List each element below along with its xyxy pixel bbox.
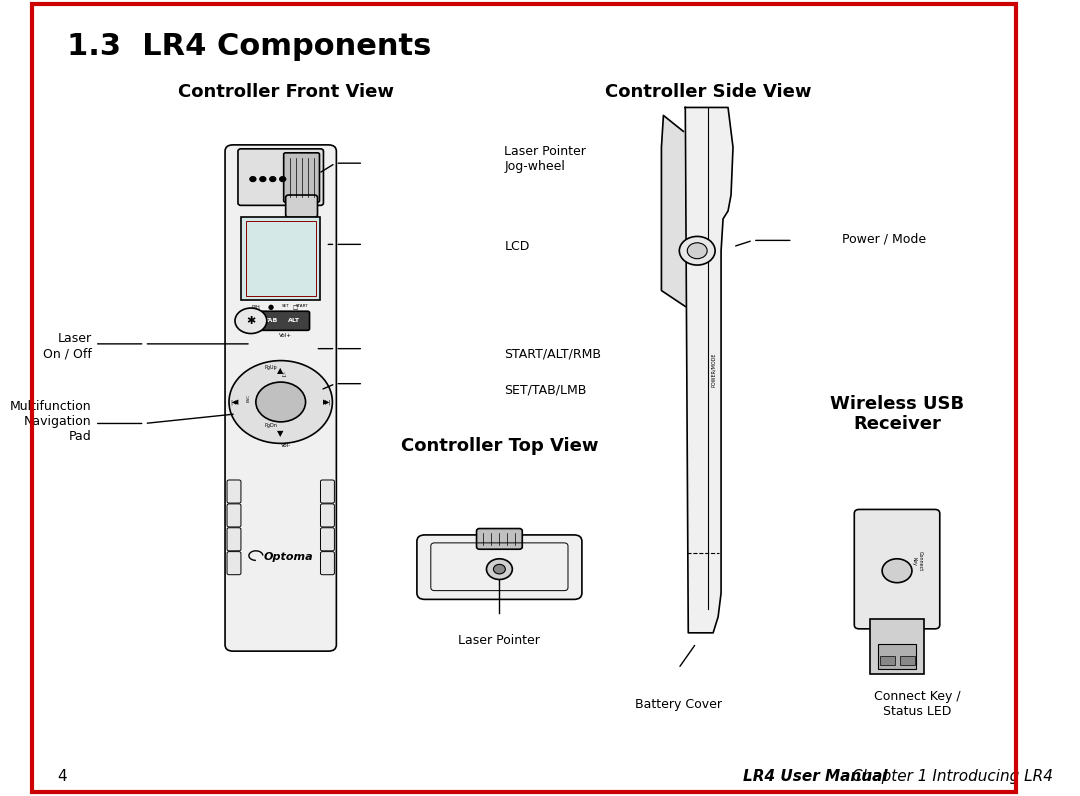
Text: □: □ xyxy=(293,305,298,310)
FancyBboxPatch shape xyxy=(227,552,241,575)
FancyBboxPatch shape xyxy=(241,217,321,300)
Text: 4: 4 xyxy=(57,769,67,783)
Circle shape xyxy=(260,177,266,181)
Circle shape xyxy=(687,243,707,259)
FancyBboxPatch shape xyxy=(284,153,320,202)
Text: Multifunction
Navigation
Pad: Multifunction Navigation Pad xyxy=(10,400,92,443)
Circle shape xyxy=(882,559,912,583)
Text: Wireless USB
Receiver: Wireless USB Receiver xyxy=(829,395,964,433)
Text: Battery Cover: Battery Cover xyxy=(635,698,721,711)
Text: ▶|: ▶| xyxy=(325,400,332,404)
Text: R/H: R/H xyxy=(252,305,260,310)
Text: Controller Top View: Controller Top View xyxy=(401,437,598,455)
FancyBboxPatch shape xyxy=(227,480,241,503)
Text: Laser Pointer
Jog-wheel: Laser Pointer Jog-wheel xyxy=(504,145,586,174)
Circle shape xyxy=(280,177,286,181)
Text: PgUp: PgUp xyxy=(265,365,278,370)
FancyBboxPatch shape xyxy=(225,145,336,651)
Text: 1.3  LR4 Components: 1.3 LR4 Components xyxy=(67,32,431,60)
Text: △: △ xyxy=(282,372,286,377)
Text: LCD: LCD xyxy=(504,240,530,253)
Text: Connect
Key: Connect Key xyxy=(912,551,922,572)
Text: |◀: |◀ xyxy=(230,400,237,404)
Polygon shape xyxy=(661,115,686,306)
FancyBboxPatch shape xyxy=(880,656,895,665)
Text: SET: SET xyxy=(282,304,289,309)
Text: START/ALT/RMB: START/ALT/RMB xyxy=(504,348,602,361)
FancyBboxPatch shape xyxy=(417,535,582,599)
FancyBboxPatch shape xyxy=(321,504,335,527)
Text: Vol-: Vol- xyxy=(281,443,291,448)
Text: ◀: ◀ xyxy=(233,399,239,405)
Text: Connect Key /
Status LED: Connect Key / Status LED xyxy=(874,690,960,719)
FancyBboxPatch shape xyxy=(286,195,318,217)
Text: ✱: ✱ xyxy=(246,316,256,326)
FancyBboxPatch shape xyxy=(870,619,923,674)
Circle shape xyxy=(679,236,715,265)
FancyBboxPatch shape xyxy=(854,509,940,629)
Text: Chapter 1 Introducing LR4: Chapter 1 Introducing LR4 xyxy=(852,769,1053,783)
Text: ▲: ▲ xyxy=(278,365,284,375)
Circle shape xyxy=(235,308,267,334)
Text: Laser Pointer: Laser Pointer xyxy=(459,634,540,647)
Text: PgDn: PgDn xyxy=(265,423,278,428)
FancyBboxPatch shape xyxy=(321,480,335,503)
Text: Vol+: Vol+ xyxy=(279,334,293,338)
FancyBboxPatch shape xyxy=(227,504,241,527)
Text: ALT: ALT xyxy=(287,318,299,323)
Text: Power / Mode: Power / Mode xyxy=(842,232,927,245)
Text: Controller Front View: Controller Front View xyxy=(178,83,394,100)
Circle shape xyxy=(486,559,512,579)
Polygon shape xyxy=(686,107,733,633)
Text: START: START xyxy=(296,304,309,309)
Text: ESC: ESC xyxy=(247,394,251,402)
Text: ▼: ▼ xyxy=(278,429,284,439)
Text: SET/TAB/LMB: SET/TAB/LMB xyxy=(504,384,586,396)
FancyBboxPatch shape xyxy=(227,528,241,551)
FancyBboxPatch shape xyxy=(878,644,916,669)
Text: POWER/MODE: POWER/MODE xyxy=(711,353,716,388)
FancyBboxPatch shape xyxy=(900,656,915,665)
FancyBboxPatch shape xyxy=(321,552,335,575)
Text: Controller Side View: Controller Side View xyxy=(605,83,811,100)
FancyBboxPatch shape xyxy=(321,528,335,551)
Text: ▶: ▶ xyxy=(323,399,328,405)
Text: LR4 User Manual: LR4 User Manual xyxy=(743,769,888,783)
Text: Laser
On / Off: Laser On / Off xyxy=(43,332,92,361)
Circle shape xyxy=(270,177,275,181)
Circle shape xyxy=(494,564,505,574)
Text: TAB: TAB xyxy=(265,318,278,323)
Circle shape xyxy=(249,177,256,181)
Circle shape xyxy=(256,382,306,422)
FancyBboxPatch shape xyxy=(238,149,323,205)
FancyBboxPatch shape xyxy=(476,529,523,549)
FancyBboxPatch shape xyxy=(254,311,310,330)
Circle shape xyxy=(229,361,333,443)
Text: Optoma: Optoma xyxy=(264,552,313,562)
Text: ●: ● xyxy=(268,304,274,310)
